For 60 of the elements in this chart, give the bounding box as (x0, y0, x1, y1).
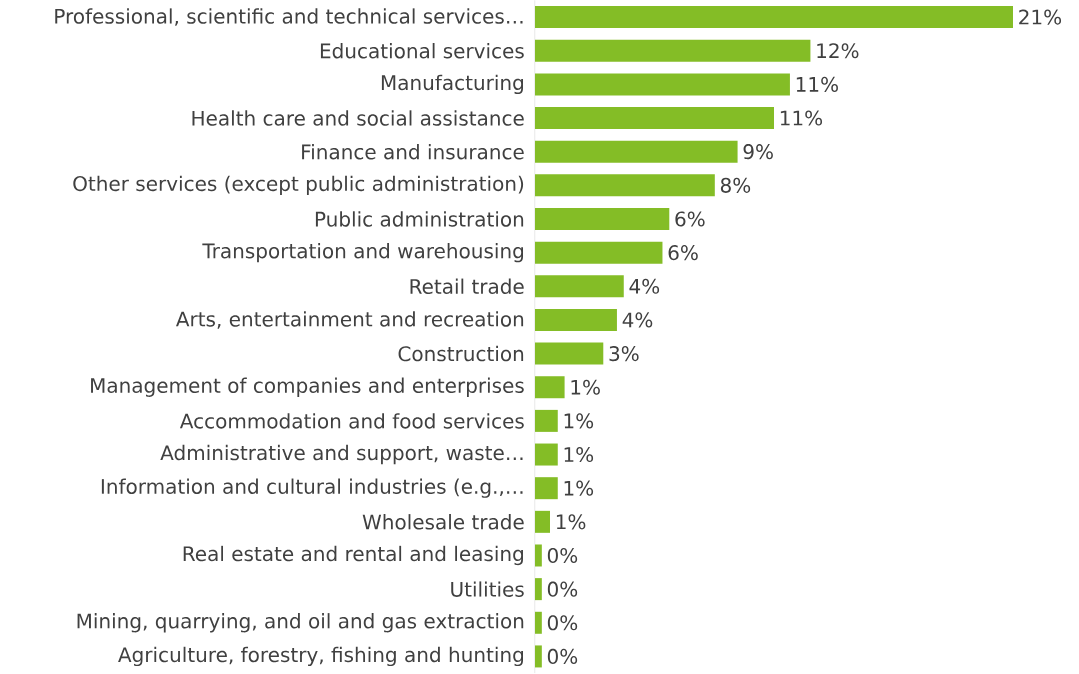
data-label: 1% (564, 447, 594, 463)
y-tick-label: Retail trade (410, 278, 524, 295)
data-label: 4% (622, 312, 653, 328)
y-tick-label: Educational services (320, 43, 524, 59)
y-tick-label: Administrative and support, waste… (160, 445, 523, 465)
y-tick-label: Information and cultural industries (e.g.,… (101, 478, 523, 499)
bar (535, 645, 542, 668)
bar (535, 578, 542, 601)
data-label: 0% (547, 548, 578, 564)
bar (535, 275, 624, 298)
data-label: 1% (564, 480, 594, 496)
data-label: 9% (743, 144, 773, 160)
bar (535, 107, 774, 130)
data-label: 4% (629, 278, 660, 295)
y-tick-label: Management of companies and enterprises (91, 377, 524, 398)
data-label: 11% (780, 110, 823, 126)
bar (535, 376, 565, 399)
data-label: 6% (668, 245, 698, 261)
data-label: 0% (547, 615, 578, 631)
y-tick-label: Health care and social assistance (192, 110, 524, 127)
bar (535, 309, 617, 332)
bar (535, 39, 811, 62)
bar (535, 410, 558, 433)
y-tick-label: Wholesale trade (362, 514, 524, 530)
data-label: 1% (571, 379, 600, 396)
y-tick-label: Agriculture, forestry, fishing and hunting (118, 647, 523, 667)
data-label: 11% (796, 77, 838, 93)
data-label: 0% (547, 649, 578, 665)
bar (535, 6, 1013, 29)
y-tick-label: Utilities (451, 581, 524, 598)
bar (535, 443, 558, 466)
data-label: 1% (564, 413, 594, 429)
y-tick-label: Mining, quarrying, and oil and gas extraction (77, 613, 524, 633)
y-tick-label: Other services (except public administration) (73, 175, 524, 196)
y-tick-label: Accommodation and food services (179, 413, 524, 429)
bar (535, 208, 670, 231)
bar (535, 612, 542, 635)
data-label: 8% (720, 178, 751, 194)
y-tick-label: Real estate and rental and leasing (183, 546, 523, 566)
bar (535, 477, 558, 500)
bar (535, 342, 604, 365)
y-tick-label: Finance and insurance (302, 144, 524, 160)
y-tick-label: Professional, scientific and technical services… (55, 8, 523, 27)
data-label: 6% (675, 211, 705, 227)
bar (535, 73, 790, 96)
data-label: 1% (556, 514, 586, 530)
bar (535, 544, 542, 567)
data-label: 3% (609, 346, 639, 362)
y-tick-label: Manufacturing (381, 74, 523, 95)
data-label: 0% (547, 581, 578, 597)
data-label: 12% (817, 43, 859, 59)
y-tick-label: Construction (398, 346, 524, 362)
y-tick-label: Public administration (315, 211, 524, 227)
data-label: 21% (1019, 9, 1062, 25)
bar (535, 140, 738, 163)
y-tick-label: Arts, entertainment and recreation (175, 311, 524, 329)
bar (535, 241, 663, 264)
y-tick-label: Transportation and warehousing (202, 243, 524, 263)
bar (535, 511, 551, 534)
bar (535, 174, 715, 197)
